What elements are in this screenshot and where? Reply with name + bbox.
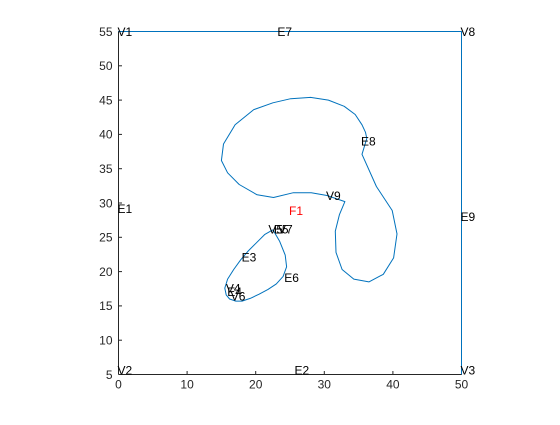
y-tick-label: 55	[99, 25, 113, 39]
x-tick-label: 10	[180, 378, 194, 392]
tick-labels: 0 10 20 30 40 50 5 10 15 20 25 30 35 40 45 50 55	[99, 25, 468, 392]
y-tick-label: 40	[99, 128, 113, 142]
annotation-label-f1: F1	[289, 204, 303, 218]
y-tick-label: 35	[99, 162, 113, 176]
annotation-label-v5: V5	[268, 222, 283, 236]
annotation-label-v2: V2	[118, 364, 133, 378]
inner-loop-line	[224, 229, 288, 302]
annotation-label-v7: V7	[278, 222, 293, 236]
annotation-label-e3: E3	[242, 250, 257, 264]
y-tick-label: 15	[99, 299, 113, 313]
annotation-label-e2: E2	[294, 364, 309, 378]
annotation-label-v9: V9	[326, 189, 341, 203]
x-tick-label: 50	[455, 378, 469, 392]
annotation-label-e1: E1	[118, 202, 133, 216]
y-tick-label: 45	[99, 93, 113, 107]
annotation-label-v6: V6	[231, 290, 246, 304]
y-tick-label: 50	[99, 59, 113, 73]
x-tick-label: 30	[318, 378, 332, 392]
y-tick-label: 30	[99, 196, 113, 210]
y-tick-label: 20	[99, 265, 113, 279]
x-tick-label: 0	[115, 378, 122, 392]
annotation-label-e8: E8	[361, 135, 376, 149]
annotation-label-e7: E7	[277, 25, 292, 39]
x-tick-label: 20	[249, 378, 263, 392]
y-tick-label: 10	[99, 334, 113, 348]
annotation-label-e9: E9	[461, 210, 476, 224]
x-tick-label: 40	[386, 378, 400, 392]
annotation-label-e4: E4	[227, 285, 242, 299]
axes	[118, 31, 462, 375]
y-tick-label: 25	[99, 231, 113, 245]
annotation-label-v8: V8	[461, 25, 476, 39]
loop-curve-line	[220, 96, 398, 283]
y-tick-label: 5	[106, 368, 113, 382]
annotation-label-v4: V4	[226, 281, 241, 295]
annotation-label-e5: E5	[274, 222, 289, 236]
annotation-label-v1: V1	[118, 25, 133, 39]
annotation-label-e6: E6	[284, 271, 299, 285]
annotation-label-v3: V3	[461, 364, 476, 378]
